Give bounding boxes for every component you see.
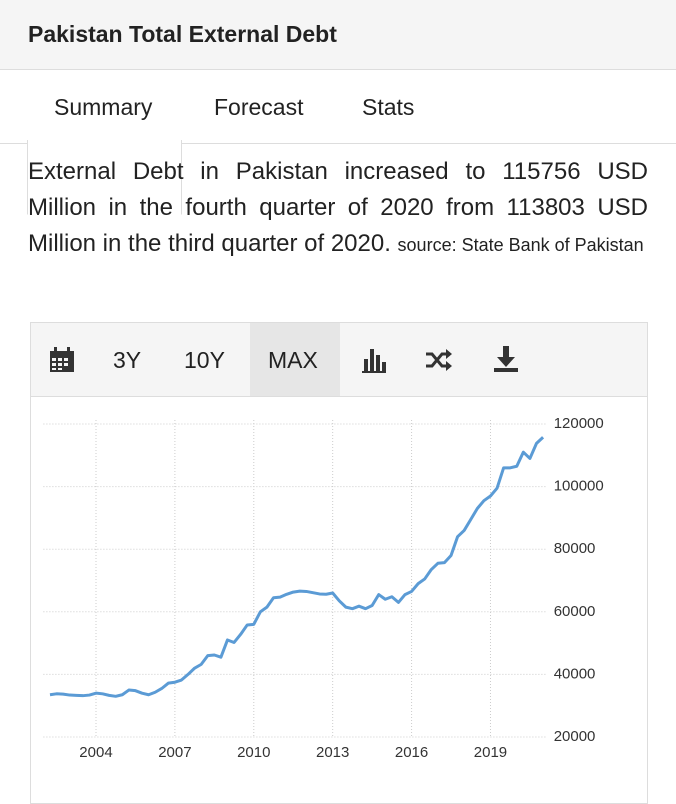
bar-chart-icon[interactable] xyxy=(361,347,387,373)
x-tick-label: 2010 xyxy=(237,744,270,761)
x-tick-label: 2019 xyxy=(474,744,507,761)
tab-bar: Summary Forecast Stats xyxy=(0,70,676,215)
y-tick-label: 60000 xyxy=(554,603,596,620)
chart: 20000 40000 60000 80000 100000 120000 2004 2007… xyxy=(43,415,604,761)
range-button[interactable]: 10Y xyxy=(184,347,225,373)
x-tick-label: 2013 xyxy=(316,744,349,761)
shuffle-icon[interactable] xyxy=(425,348,453,372)
active-range xyxy=(250,323,340,396)
y-tick-label: 120000 xyxy=(554,415,604,432)
tab[interactable]: Stats xyxy=(362,94,415,120)
y-tick-label: 40000 xyxy=(554,665,596,682)
y-tick-label: 20000 xyxy=(554,728,596,745)
description-text: External Debt in Pakistan increased to 1… xyxy=(28,158,648,257)
page-title: Pakistan Total External Debt xyxy=(28,21,337,47)
toolbar: 3Y 10Y MAX xyxy=(31,323,647,397)
header: Pakistan Total External Debt xyxy=(0,0,676,70)
x-tick-label: 2004 xyxy=(79,744,112,761)
tab[interactable]: Forecast xyxy=(214,94,304,120)
x-tick-label: 2016 xyxy=(395,744,428,761)
data-line xyxy=(49,436,545,698)
range-button[interactable]: MAX xyxy=(268,347,318,373)
description: External Debt in Pakistan increased to 1… xyxy=(28,154,648,262)
active-tab xyxy=(27,140,182,215)
tab[interactable]: Summary xyxy=(54,94,153,120)
source: source: State Bank of Pakistan xyxy=(397,235,644,255)
y-tick-label: 100000 xyxy=(554,478,604,495)
download-icon[interactable] xyxy=(493,345,519,373)
x-tick-label: 2007 xyxy=(158,744,191,761)
range-button[interactable]: 3Y xyxy=(113,347,142,373)
y-tick-label: 80000 xyxy=(554,540,596,557)
calendar-icon[interactable] xyxy=(49,347,75,373)
